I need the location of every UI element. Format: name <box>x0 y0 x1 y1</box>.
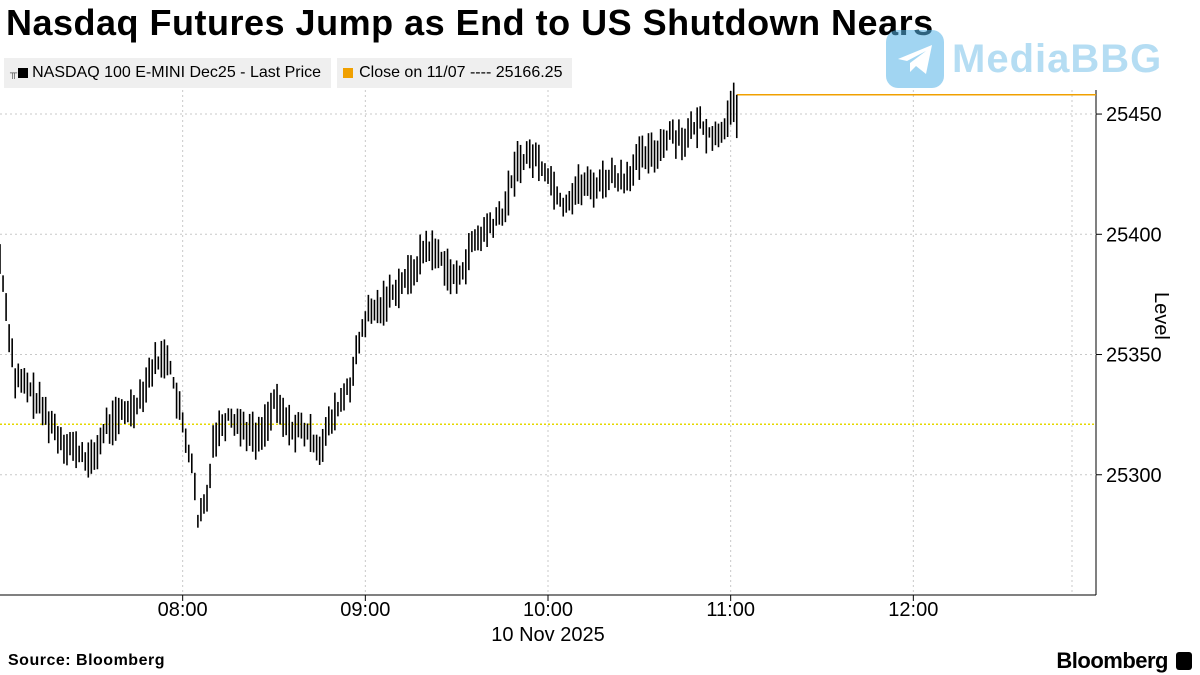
legend-item-close: Close on 11/07 ---- 25166.25 <box>337 58 573 88</box>
legend: ╥ NASDAQ 100 E-MINI Dec25 - Last Price C… <box>4 58 573 88</box>
telegram-icon <box>886 30 944 88</box>
y-tick-label: 25400 <box>1106 224 1162 246</box>
y-tick-label: 25350 <box>1106 345 1162 367</box>
legend-label-price: NASDAQ 100 E-MINI Dec25 - Last Price <box>32 64 322 81</box>
y-tick-label: 25300 <box>1106 465 1162 487</box>
x-tick-label: 10:00 <box>523 599 573 621</box>
chart-title: Nasdaq Futures Jump as End to US Shutdow… <box>6 2 934 43</box>
x-tick-label: 12:00 <box>888 599 938 621</box>
y-axis-label: Level <box>1150 292 1172 340</box>
candle-icon: ╥ <box>10 67 18 79</box>
x-tick-label: 08:00 <box>158 599 208 621</box>
y-tick-label: 25450 <box>1106 104 1162 126</box>
watermark: MediaBBG <box>886 30 1162 88</box>
legend-swatch-price <box>18 68 29 78</box>
price-series <box>0 82 738 528</box>
legend-item-price: ╥ NASDAQ 100 E-MINI Dec25 - Last Price <box>4 58 332 88</box>
bloomberg-icon <box>1176 652 1192 670</box>
legend-label-close: Close on 11/07 ---- 25166.25 <box>359 64 563 81</box>
watermark-text: MediaBBG <box>952 36 1163 81</box>
x-tick-label: 09:00 <box>340 599 390 621</box>
source-note: Source: Bloomberg <box>8 652 165 669</box>
brand-logo: Bloomberg <box>1056 648 1168 673</box>
legend-swatch-close <box>343 68 354 78</box>
x-date-label: 10 Nov 2025 <box>491 624 604 646</box>
x-tick-label: 11:00 <box>706 599 755 621</box>
